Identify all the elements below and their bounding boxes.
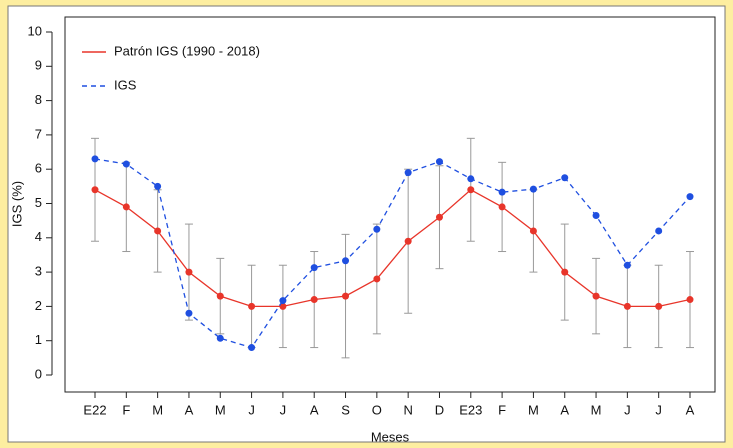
y-tick-label: 10 [28, 23, 42, 38]
data-point [373, 225, 381, 233]
x-tick-label: A [686, 402, 695, 417]
data-point [467, 175, 475, 183]
data-point [498, 203, 506, 211]
data-point [561, 268, 569, 276]
data-point [623, 302, 631, 310]
x-tick-label: F [122, 402, 130, 417]
x-tick-label: M [591, 402, 602, 417]
data-point [279, 297, 287, 305]
data-point [592, 212, 600, 220]
y-tick-label: 9 [35, 58, 42, 73]
data-point [154, 182, 162, 190]
series-line [94, 188, 691, 308]
data-point [467, 186, 475, 194]
x-tick-label: J [624, 402, 631, 417]
x-tick-label: N [403, 402, 412, 417]
x-axis-label: Meses [371, 429, 410, 444]
x-tick-label: M [215, 402, 226, 417]
data-point [216, 334, 224, 342]
data-point [122, 160, 130, 168]
x-tick-label: A [560, 402, 569, 417]
data-point [185, 309, 193, 317]
data-point [435, 158, 443, 166]
x-tick-label: O [372, 402, 382, 417]
data-point [154, 227, 162, 235]
data-point [248, 302, 256, 310]
x-tick-label: M [528, 402, 539, 417]
data-point [592, 292, 600, 300]
y-tick-label: 5 [35, 195, 42, 210]
data-point [435, 213, 443, 221]
data-point [623, 261, 631, 269]
x-tick-label: S [341, 402, 350, 417]
y-tick-label: 0 [35, 366, 42, 381]
data-point [310, 264, 318, 272]
legend-label: Patrón IGS (1990 - 2018) [114, 43, 260, 58]
series-line [94, 158, 691, 349]
y-tick-label: 8 [35, 92, 42, 107]
data-point [310, 296, 318, 304]
data-point [529, 185, 537, 193]
data-point [91, 155, 99, 163]
data-point [529, 227, 537, 235]
data-point [686, 193, 694, 201]
x-tick-label: A [310, 402, 319, 417]
legend-label: IGS [114, 77, 137, 92]
data-point [498, 188, 506, 196]
x-tick-label: M [152, 402, 163, 417]
x-tick-label: J [280, 402, 287, 417]
data-point [342, 257, 350, 265]
data-point [655, 302, 663, 310]
x-tick-label: J [248, 402, 255, 417]
y-tick-label: 3 [35, 264, 42, 279]
x-tick-label: E22 [83, 402, 106, 417]
data-point [404, 237, 412, 245]
data-point [216, 292, 224, 300]
x-tick-label: J [655, 402, 662, 417]
y-axis-label: IGS (%) [9, 181, 24, 227]
data-point [373, 275, 381, 283]
x-tick-label: F [498, 402, 506, 417]
y-tick-label: 1 [35, 332, 42, 347]
data-point [404, 169, 412, 177]
data-point [561, 174, 569, 182]
data-point [342, 292, 350, 300]
data-point [279, 302, 287, 310]
data-point [122, 203, 130, 211]
y-tick-label: 4 [35, 229, 42, 244]
y-tick-label: 7 [35, 126, 42, 141]
panel [7, 5, 726, 443]
data-point [686, 296, 694, 304]
data-point [185, 268, 193, 276]
data-point [91, 186, 99, 194]
x-tick-label: A [185, 402, 194, 417]
data-point [248, 344, 256, 352]
data-point [655, 227, 663, 235]
y-tick-label: 2 [35, 298, 42, 313]
x-tick-label: D [435, 402, 444, 417]
x-tick-label: E23 [459, 402, 482, 417]
y-tick-label: 6 [35, 161, 42, 176]
